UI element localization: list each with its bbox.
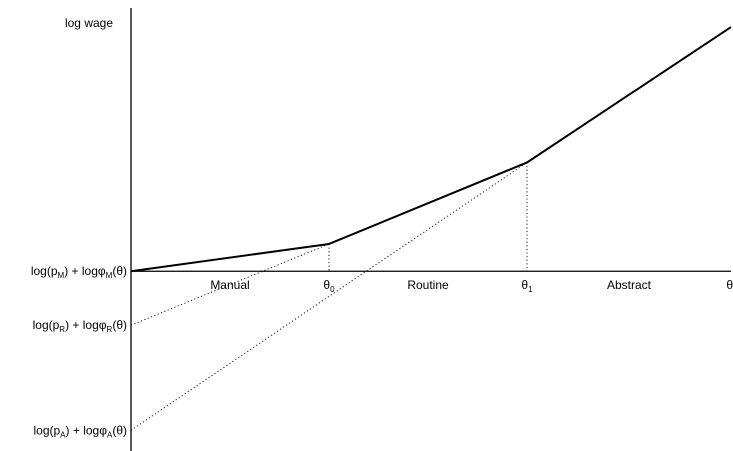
wage-series: [130, 26, 732, 273]
region-label-routine: Routine: [407, 278, 449, 292]
y-axis-label: log wage: [65, 16, 113, 30]
x-axis-label: θ: [726, 278, 733, 292]
dotted-extensions: [130, 162, 528, 431]
wage-segment-0: [130, 242, 330, 273]
region-label-manual: Manual: [210, 278, 249, 292]
region-label-abstract: Abstract: [607, 278, 652, 292]
axes: [130, 8, 731, 451]
labels: log wage θ Manual Routine Abstract θ0 θ1…: [31, 16, 733, 439]
abstract-extension: [130, 162, 528, 431]
threshold-label-theta0: θ0: [323, 278, 335, 294]
intercept-label-abstract: log(pA) + logφA(θ): [33, 423, 127, 439]
wage-segment-1: [328, 161, 528, 245]
intercept-label-manual: log(pM) + logφM(θ): [31, 264, 127, 280]
intercept-label-routine: log(pR) + logφR(θ): [33, 318, 127, 334]
wage-segment-2: [526, 26, 732, 164]
threshold-label-theta1: θ1: [521, 278, 533, 294]
